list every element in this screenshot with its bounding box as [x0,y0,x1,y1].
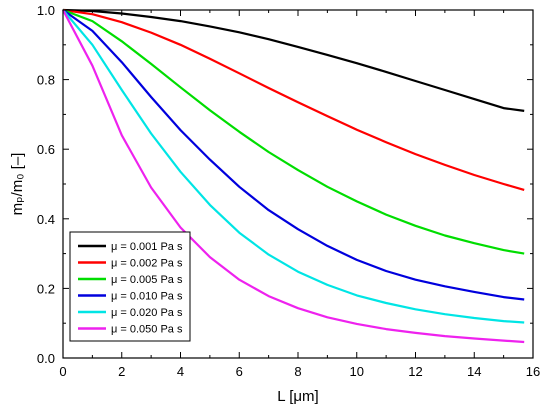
legend-label: μ = 0.001 Pa s [111,241,183,253]
x-axis-title: L [μm] [277,388,318,405]
x-tick-label: 10 [350,364,364,379]
legend-label: μ = 0.005 Pa s [111,274,183,286]
legend: μ = 0.001 Pa s μ = 0.002 Pa s μ = 0.005 Pa… [69,231,191,342]
series-line [62,9,525,344]
series-line [62,9,525,324]
y-axis-title: mₚ/m₀ [–] [9,153,26,216]
y-tick-label: 0.6 [37,142,55,157]
series-line [62,8,525,112]
y-tick-label: 0.4 [37,212,55,227]
x-tick-label: 6 [236,364,243,379]
series-line [62,8,525,191]
legend-box [69,231,191,342]
x-tick-label: 4 [177,364,184,379]
y-tick-label: 0.2 [37,281,55,296]
plot-frame [62,9,534,359]
x-tick-label: 8 [294,364,301,379]
y-tick-label: 0.0 [37,351,55,366]
y-axis-ticks: 0.0 0.2 0.4 0.6 0.8 1.0 [37,3,533,366]
y-tick-label: 1.0 [37,3,55,18]
legend-label: μ = 0.010 Pa s [111,291,183,303]
series-line [62,8,525,255]
legend-items: μ = 0.001 Pa s μ = 0.002 Pa s μ = 0.005 Pa… [78,241,183,336]
legend-label: μ = 0.050 Pa s [111,324,183,336]
x-axis-ticks: 0 2 4 6 8 10 12 14 16 [59,10,540,379]
legend-label: μ = 0.020 Pa s [111,307,183,319]
y-tick-label: 0.8 [37,73,55,88]
x-tick-label: 14 [467,364,481,379]
x-tick-label: 2 [118,364,125,379]
x-tick-label: 16 [526,364,540,379]
legend-label: μ = 0.002 Pa s [111,258,183,270]
series-line [62,9,525,301]
x-tick-label: 12 [408,364,422,379]
x-tick-label: 0 [59,364,66,379]
series-lines [62,8,525,344]
